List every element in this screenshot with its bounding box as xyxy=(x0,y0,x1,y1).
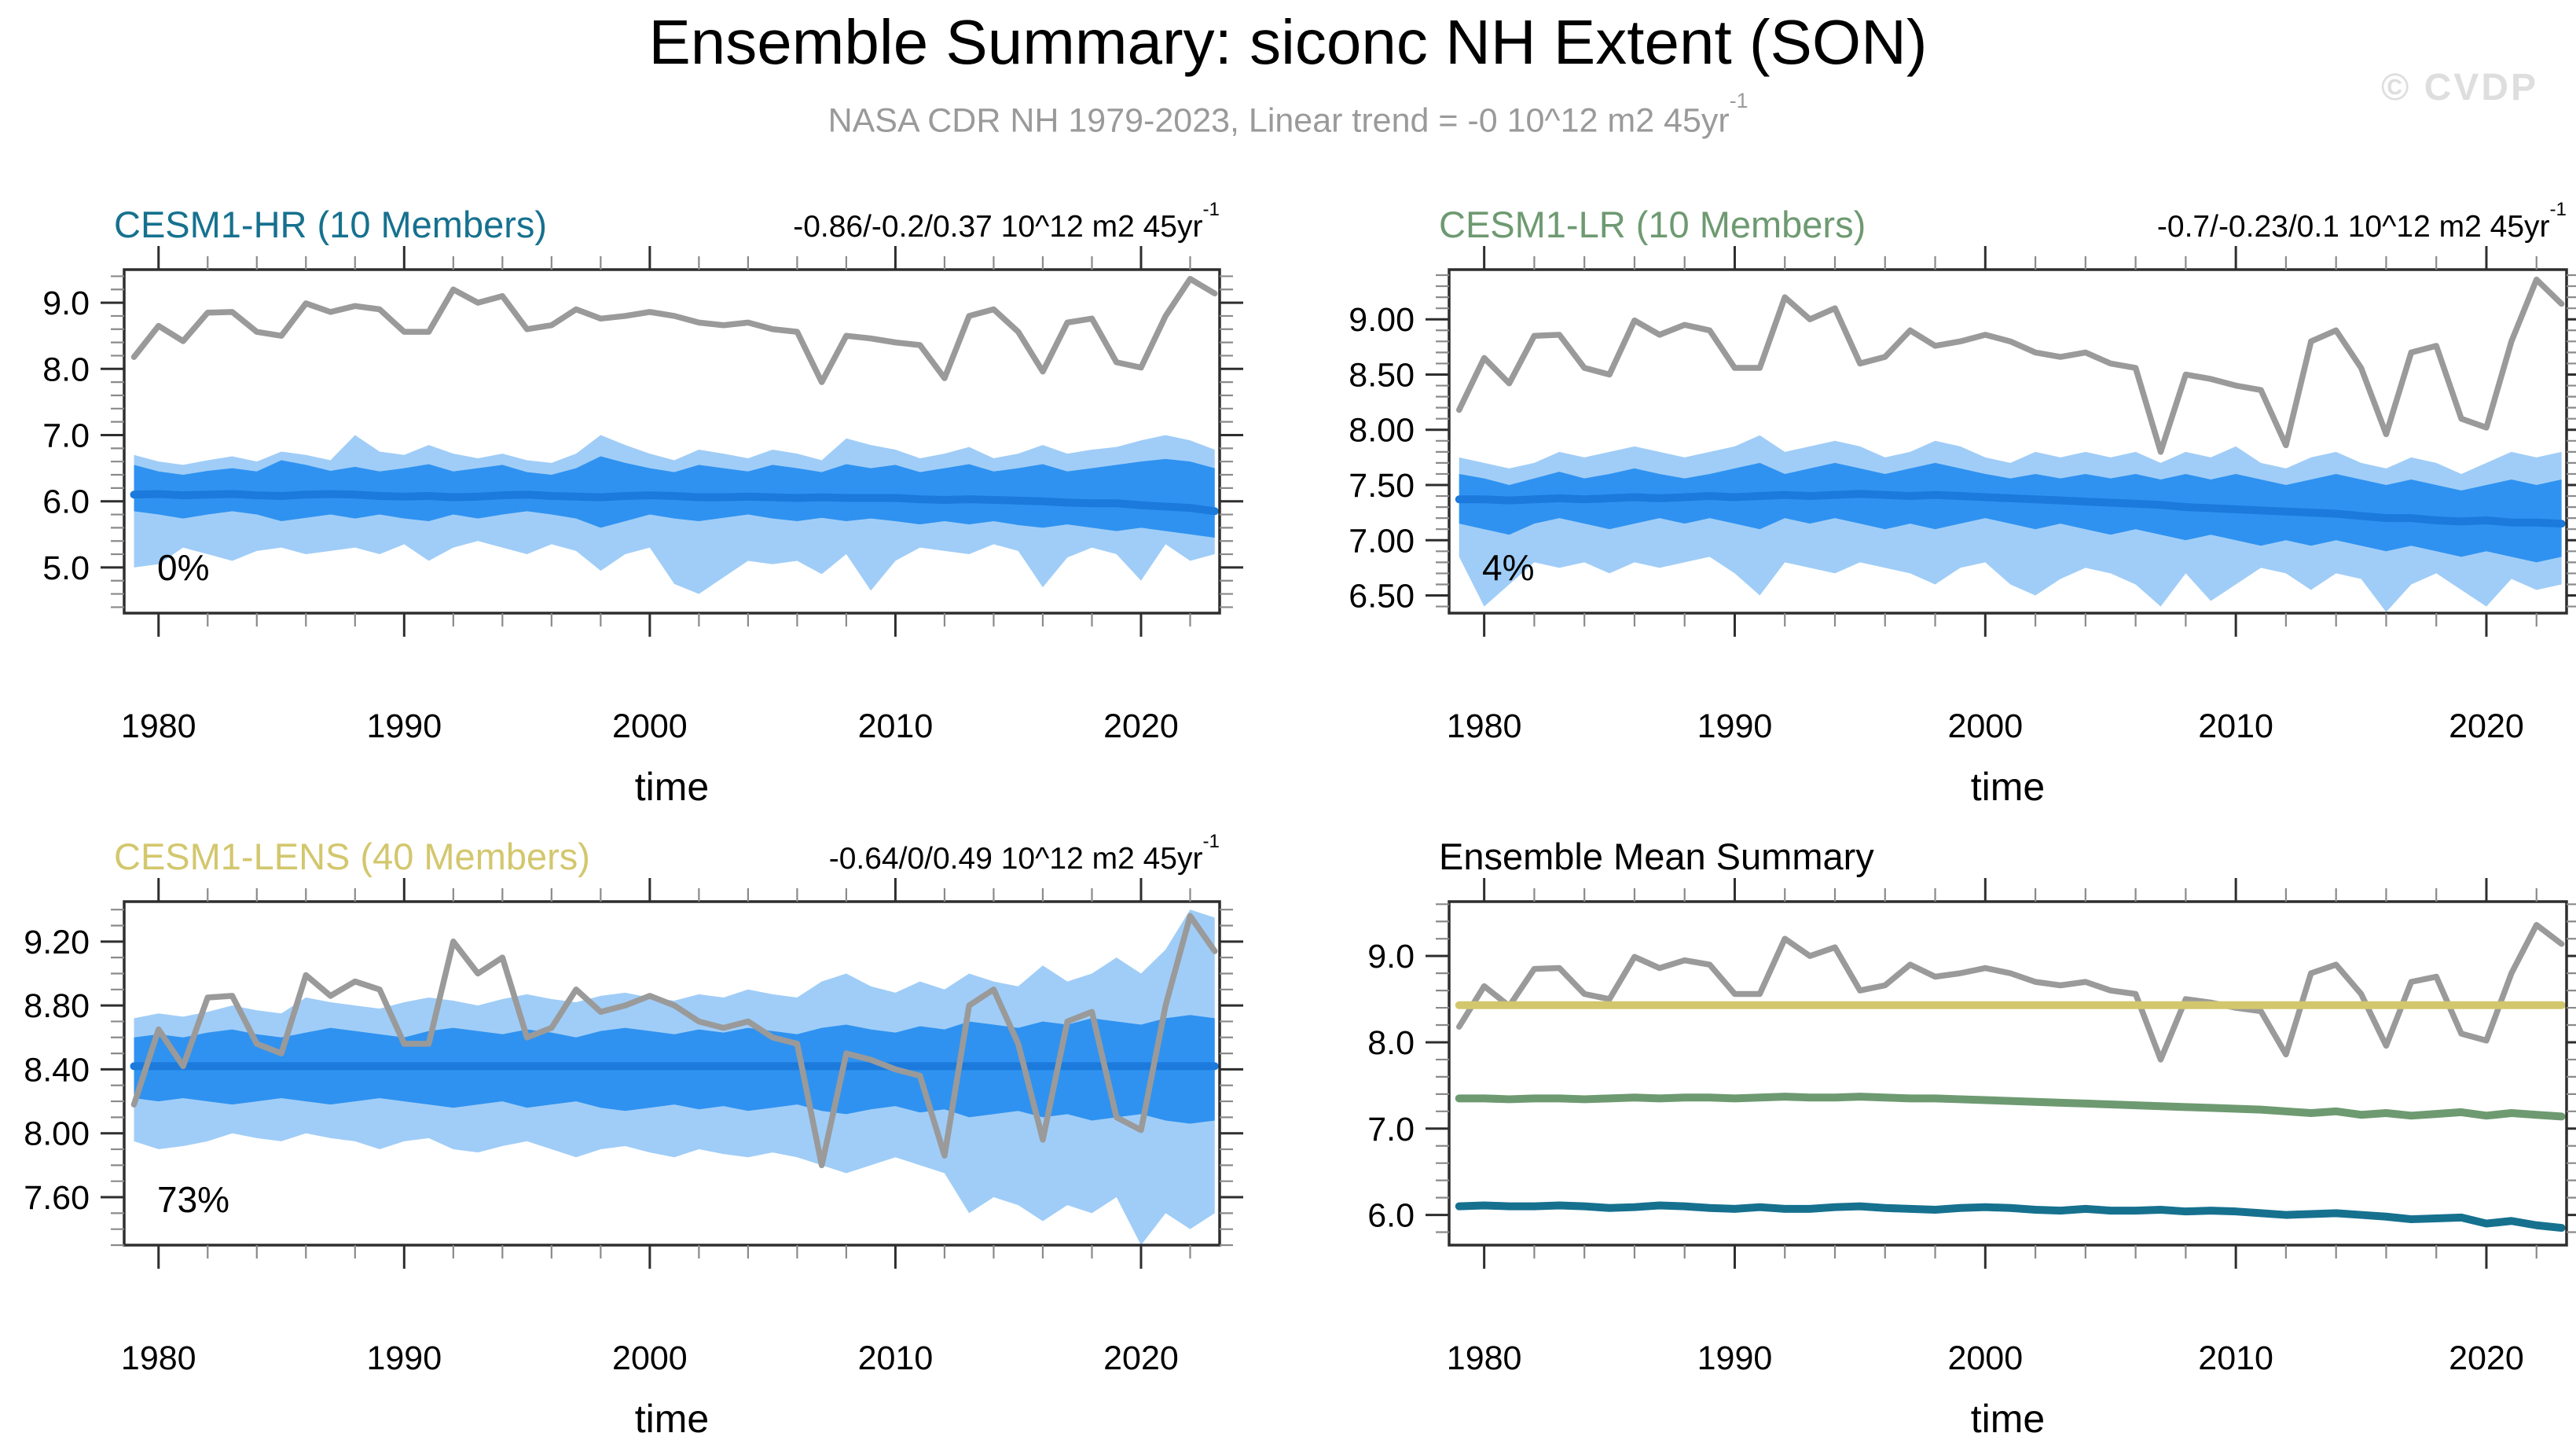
y-tick-label: 6.50 xyxy=(1349,578,1415,615)
y-tick-label: 8.40 xyxy=(24,1051,90,1089)
y-tick-label: 9.0 xyxy=(1367,938,1415,976)
trend-annotation-lr: -0.7/-0.23/0.1 10^12 m2 45yr-1 xyxy=(2156,198,2567,244)
x-tick-label: 2020 xyxy=(2449,1339,2524,1377)
x-axis-label-time: time xyxy=(1970,765,2046,809)
y-tick-label: 8.50 xyxy=(1349,356,1415,394)
x-tick-label: 1980 xyxy=(1447,707,1522,745)
panel-title-ensemble-mean-summary: Ensemble Mean Summary xyxy=(1439,836,1874,877)
y-tick-label: 9.00 xyxy=(1349,301,1415,339)
trend-superscript: -1 xyxy=(2549,198,2567,220)
y-tick-label: 7.0 xyxy=(42,417,90,455)
x-tick-label: 2000 xyxy=(612,1339,688,1377)
lr-ensemble-mean xyxy=(1455,490,2566,528)
x-tick-label: 2010 xyxy=(2198,707,2273,745)
percent-label: 4% xyxy=(1482,547,1534,588)
y-tick-label: 7.50 xyxy=(1349,467,1415,505)
x-axis-label-time: time xyxy=(1970,1397,2046,1441)
trend-superscript: -1 xyxy=(1202,830,1220,852)
lr-mean-summary xyxy=(1455,1093,2566,1121)
x-axis-label-time: time xyxy=(634,765,710,809)
observation-line xyxy=(1456,921,2565,1063)
x-axis-label-time: time xyxy=(634,1397,710,1441)
subtitle-text: NASA CDR NH 1979-2023, Linear trend = -0… xyxy=(827,101,1730,140)
x-tick-label: 2000 xyxy=(612,707,688,745)
plot-frame xyxy=(1448,900,2568,1247)
observation-line xyxy=(130,913,1218,1169)
x-tick-label: 2010 xyxy=(858,1339,934,1377)
y-tick-label: 7.00 xyxy=(1349,522,1415,560)
percent-label: 0% xyxy=(157,547,209,588)
subtitle-superscript: -1 xyxy=(1729,89,1749,113)
cvdp-watermark: © CVDP xyxy=(2380,67,2538,108)
x-tick-label: 1980 xyxy=(121,1339,196,1377)
y-tick-label: 9.20 xyxy=(24,924,90,961)
y-tick-label: 7.0 xyxy=(1367,1111,1415,1148)
hr-mean-summary xyxy=(1455,1201,2566,1233)
x-tick-label: 2000 xyxy=(1947,1339,2023,1377)
y-tick-label: 8.80 xyxy=(24,987,90,1025)
x-tick-label: 1990 xyxy=(1697,1339,1773,1377)
x-tick-label: 2020 xyxy=(1103,707,1179,745)
x-tick-label: 1980 xyxy=(1447,1339,1522,1377)
x-tick-label: 1990 xyxy=(366,1339,442,1377)
y-tick-label: 6.0 xyxy=(42,483,90,521)
figure-title: Ensemble Summary: siconc NH Extent (SON) xyxy=(648,7,1928,77)
panel-title-cesm1-lr: CESM1-LR (10 Members) xyxy=(1439,204,1866,245)
panel-title-cesm1-lens: CESM1-LENS (40 Members) xyxy=(114,836,590,877)
plot-frame xyxy=(123,268,1221,615)
figure-subtitle: NASA CDR NH 1979-2023, Linear trend = -0… xyxy=(0,89,2576,140)
observation-line xyxy=(1456,276,2565,455)
ensemble-band-inner xyxy=(1459,462,2562,563)
x-tick-label: 1990 xyxy=(1697,707,1773,745)
panel-title-cesm1-hr: CESM1-HR (10 Members) xyxy=(114,204,548,245)
percent-label: 73% xyxy=(157,1179,229,1220)
observation-line xyxy=(130,276,1218,385)
trend-annotation-lens: -0.64/0/0.49 10^12 m2 45yr-1 xyxy=(828,830,1220,876)
trend-superscript: -1 xyxy=(1202,198,1220,220)
x-tick-label: 2020 xyxy=(1103,1339,1179,1377)
x-tick-label: 2000 xyxy=(1947,707,2023,745)
y-tick-label: 7.60 xyxy=(24,1179,90,1217)
y-tick-label: 8.00 xyxy=(24,1115,90,1153)
x-tick-label: 1980 xyxy=(121,707,196,745)
x-tick-label: 2020 xyxy=(2449,707,2524,745)
x-tick-label: 2010 xyxy=(858,707,934,745)
x-tick-label: 2010 xyxy=(2198,1339,2273,1377)
trend-annotation-hr: -0.86/-0.2/0.37 10^12 m2 45yr-1 xyxy=(793,198,1220,244)
x-tick-label: 1990 xyxy=(366,707,442,745)
y-tick-label: 9.0 xyxy=(42,285,90,322)
y-tick-label: 5.0 xyxy=(42,549,90,587)
y-tick-label: 8.0 xyxy=(1367,1024,1415,1062)
hr-ensemble-mean xyxy=(130,490,1219,516)
y-tick-label: 8.00 xyxy=(1349,412,1415,450)
y-tick-label: 6.0 xyxy=(1367,1197,1415,1235)
y-tick-label: 8.0 xyxy=(42,351,90,388)
plot-frame xyxy=(123,900,1221,1247)
